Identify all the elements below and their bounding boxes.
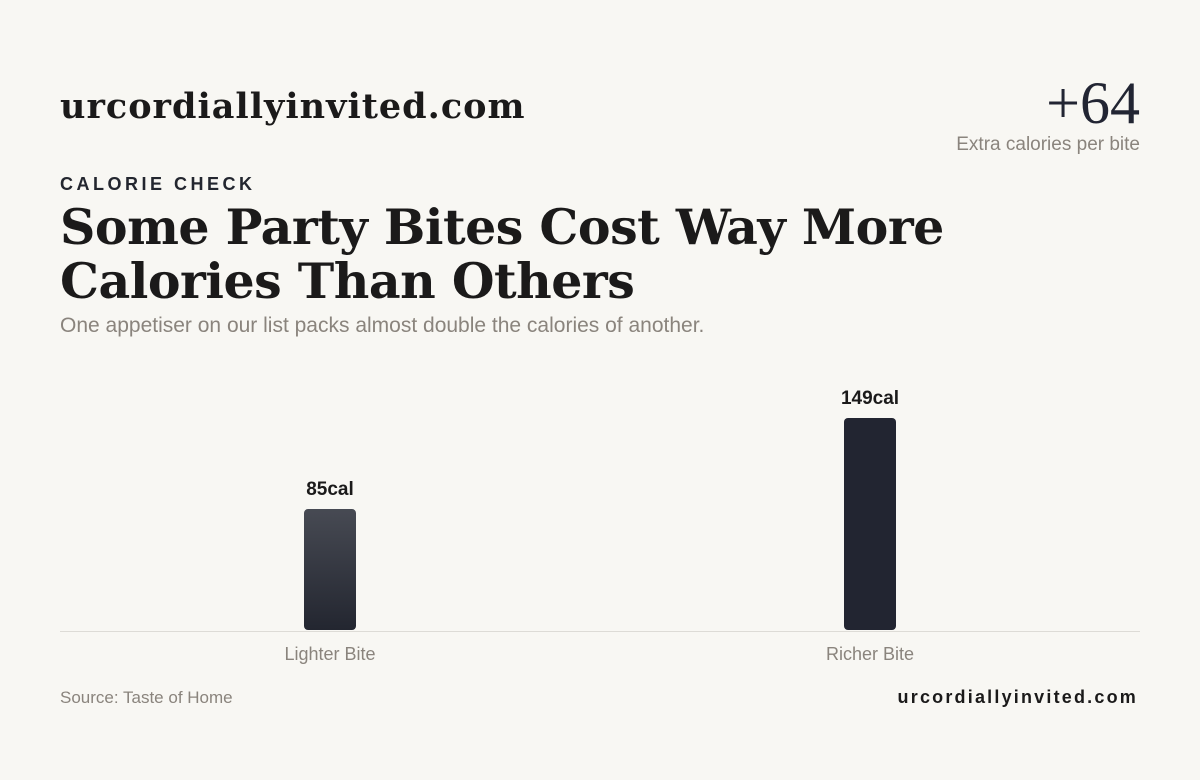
bar-value-label: 85cal xyxy=(306,479,354,500)
stat-value: +64 xyxy=(1046,70,1140,136)
source-note: Source: Taste of Home xyxy=(60,688,233,707)
category-label: Richer Bite xyxy=(826,644,914,664)
brand-wordmark: urcordiallyinvited.com xyxy=(60,86,526,127)
bar-lighter-bite xyxy=(304,509,356,630)
footer-brand: urcordiallyinvited.com xyxy=(897,687,1138,707)
chart-subtitle: One appetiser on our list packs almost d… xyxy=(60,314,705,337)
bar-value-label: 149cal xyxy=(841,388,899,409)
category-label: Lighter Bite xyxy=(284,644,375,664)
stat-label: Extra calories per bite xyxy=(956,134,1140,155)
bar-chart: 85cal Lighter Bite 149cal Richer Bite xyxy=(60,388,1140,664)
stat-callout: +64 Extra calories per bite xyxy=(956,70,1140,156)
bar-richer-bite xyxy=(844,418,896,630)
chart-title: Some Party Bites Cost Way More Calories … xyxy=(60,198,944,310)
eyebrow-label: CALORIE CHECK xyxy=(60,174,256,194)
